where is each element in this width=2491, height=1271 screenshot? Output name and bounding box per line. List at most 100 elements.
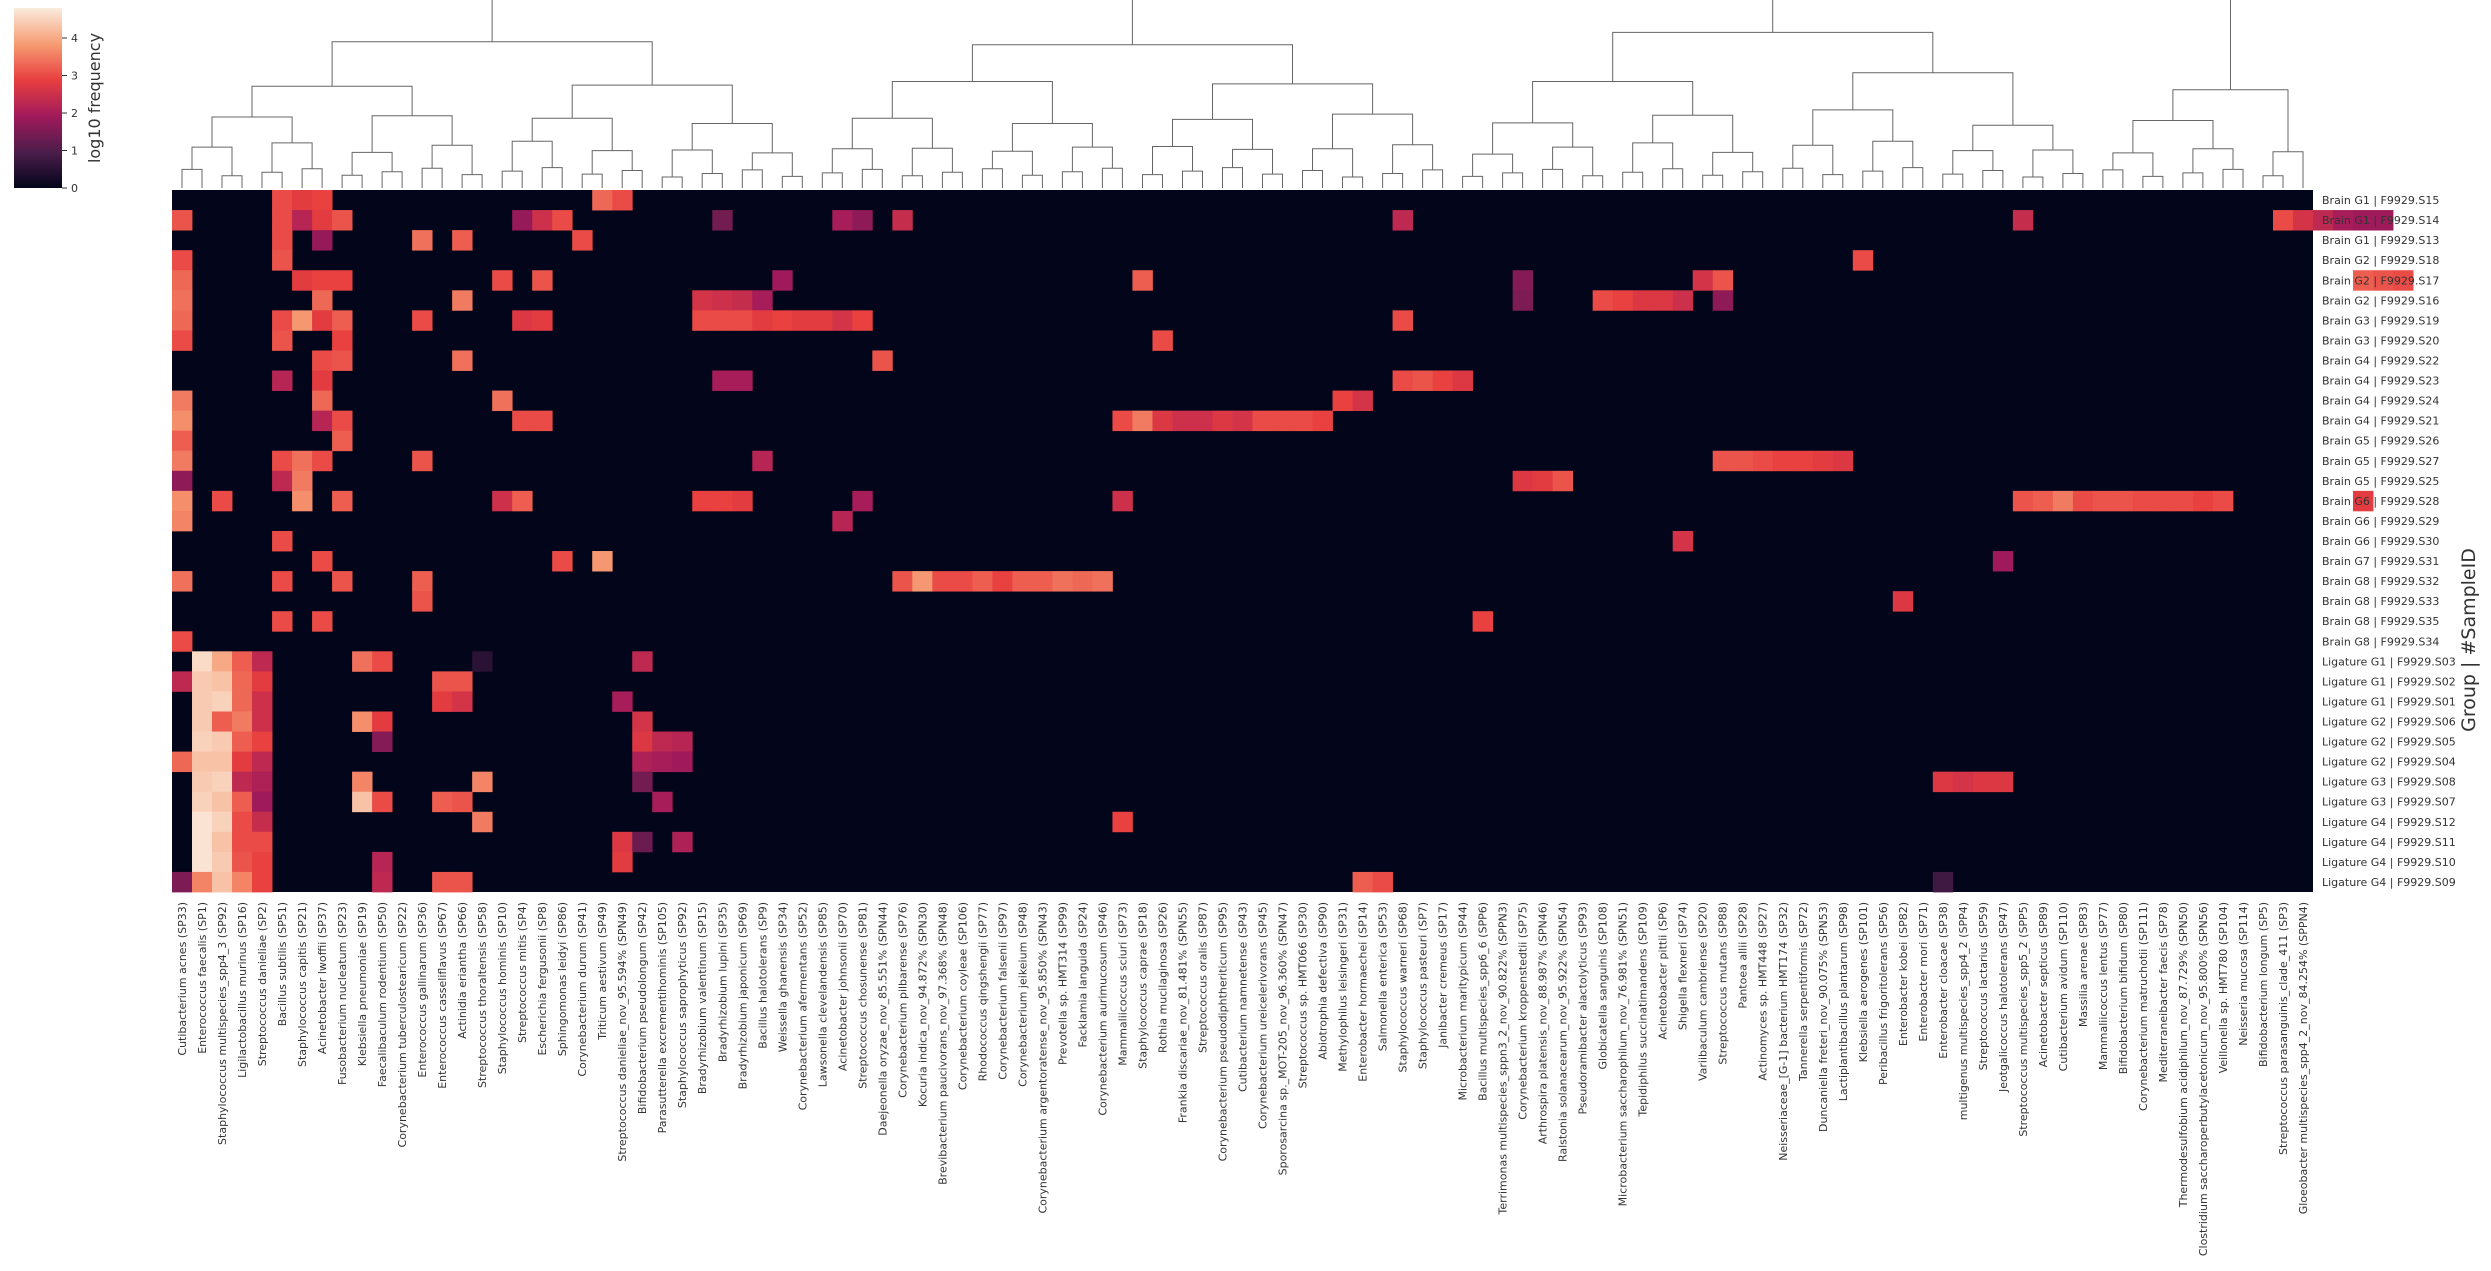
heatmap-cell	[492, 390, 513, 412]
dendrogram-link	[421, 167, 443, 188]
heatmap-cell	[672, 751, 693, 773]
column-label: Bifidobacterium pseudolongum (SP42)	[636, 902, 649, 1114]
heatmap-cell	[272, 250, 293, 271]
dendrogram-link	[1061, 171, 1083, 188]
column-label: Tannerella serpentiformis (SP72)	[1797, 902, 1810, 1082]
heatmap-cell	[732, 490, 753, 512]
column-label: Parasutterella excrementihominis (SP105)	[656, 902, 669, 1133]
heatmap-cell	[272, 230, 293, 251]
heatmap-cell	[292, 470, 313, 492]
heatmap-cell	[172, 430, 193, 452]
dendrogram-link	[2062, 173, 2084, 188]
column-label: Corynebacterium pilbarense (SP76)	[896, 902, 909, 1098]
heatmap-cell	[1112, 811, 1133, 833]
column-label: Variibaculum cambriense (SP20)	[1697, 902, 1710, 1081]
row-label: Brain G3 | F9929.S19	[2322, 314, 2439, 327]
dendrogram-link	[371, 115, 453, 153]
heatmap-cell	[2092, 490, 2114, 512]
row-label: Brain G8 | F9929.S32	[2322, 575, 2439, 588]
heatmap-cell	[592, 551, 613, 572]
heatmap-cell	[692, 490, 713, 512]
heatmap-cell	[1712, 270, 1734, 291]
heatmap-cell	[1472, 611, 1494, 632]
dendrogram-link	[181, 168, 203, 188]
heatmap-cell	[532, 310, 553, 331]
column-label: Acinetobacter lwoffii (SP37)	[316, 902, 329, 1054]
heatmap-cell	[2353, 490, 2374, 512]
heatmap-cell	[852, 490, 873, 512]
heatmap-cell	[172, 270, 193, 291]
heatmap-cell	[212, 671, 233, 692]
heatmap-cell	[712, 370, 733, 391]
row-label: Brain G2 | F9929.S17	[2322, 274, 2439, 287]
heatmap-cell	[652, 731, 673, 752]
column-label: Terrimonas multispecies_sppn3_2_nov_90.8…	[1497, 902, 1510, 1215]
heatmap-cell	[412, 450, 433, 472]
row-label: Ligature G4 | F9929.S12	[2322, 816, 2456, 829]
heatmap-cell	[172, 390, 193, 412]
dendrogram-link	[741, 169, 763, 188]
column-label: Bradyrhizobium valentinum (SP15)	[696, 902, 709, 1094]
column-label: Rothia mucilaginosa (SP26)	[1157, 902, 1170, 1053]
column-label: Prevotella sp. HMT314 (SP99)	[1056, 902, 1069, 1065]
column-label: Ralstonia solanacearum_nov_95.922% (SPN5…	[1557, 902, 1570, 1162]
heatmap-cell	[172, 751, 193, 773]
heatmap-cell	[212, 831, 233, 853]
column-label: Cutibacterium namnetense (SP43)	[1237, 902, 1250, 1092]
dendrogram-link	[2182, 172, 2204, 188]
column-label: Sphingomonas leidyi (SP86)	[556, 902, 569, 1056]
heatmap-cell	[2373, 210, 2394, 231]
colorbar: 0 1 2 3 4 log10 frequency	[14, 8, 104, 195]
column-label: Weissella ghanensis (SP34)	[776, 902, 789, 1052]
heatmap-cell	[232, 791, 253, 813]
column-label: Enterobacter mori (SP71)	[1917, 902, 1930, 1042]
column-label: Streptococcus chosunense (SP81)	[856, 902, 869, 1089]
row-label: Brain G5 | F9929.S25	[2322, 475, 2439, 488]
column-label: Streptococcus thoraltensis (SP58)	[476, 902, 489, 1088]
heatmap-cell	[672, 731, 693, 752]
dendrogram-link	[861, 168, 883, 188]
dendrogram-link	[1021, 174, 1043, 188]
heatmap-cell	[252, 731, 273, 752]
heatmap-cell	[1772, 450, 1794, 472]
dendrogram-link	[891, 81, 1053, 124]
column-label: Bifidobacterium bifidum (SP80)	[2117, 902, 2130, 1074]
dendrogram-link	[1582, 175, 1604, 188]
heatmap-cell	[752, 450, 773, 472]
dendrogram-link	[691, 123, 773, 153]
heatmap-cell	[232, 731, 253, 752]
dendrogram-link	[661, 176, 683, 188]
column-label: Streptococcus sp. HMT066 (SP30)	[1297, 902, 1310, 1088]
dendrogram-link	[1552, 146, 1594, 176]
column-label: Lactiplantibacillus plantarum (SP98)	[1837, 902, 1850, 1101]
heatmap-cell	[2052, 490, 2074, 512]
heatmap-cell	[492, 270, 513, 291]
dendrogram-link	[1542, 168, 1564, 188]
heatmap-cell	[1512, 270, 1534, 291]
heatmap-cell	[632, 731, 653, 752]
y-axis-label: Group | #SampleID	[2458, 548, 2480, 732]
row-label: Ligature G1 | F9929.S02	[2322, 675, 2456, 688]
column-label: Actinomyces sp. HMT448 (SP27)	[1757, 902, 1770, 1081]
heatmap-cell	[2072, 490, 2094, 512]
heatmap-cell	[1112, 410, 1133, 432]
heatmap-cell	[1552, 470, 1574, 492]
heatmap-cell	[312, 210, 333, 231]
heatmap-cell	[732, 370, 753, 391]
dendrogram-link	[1662, 168, 1684, 188]
heatmap-cell	[212, 751, 233, 773]
column-label: Thermodesulfobium acidiphilum_nov_87.729…	[2177, 902, 2190, 1208]
heatmap-cell	[2032, 490, 2054, 512]
row-label: Brain G7 | F9929.S31	[2322, 555, 2439, 568]
heatmap-cell	[992, 571, 1013, 592]
heatmap-cell	[1652, 290, 1674, 311]
heatmap-cell	[1812, 450, 1834, 472]
dendrogram-link	[1502, 172, 1524, 188]
heatmap-cell	[512, 310, 533, 331]
heatmap-cell	[632, 651, 653, 672]
heatmap-cell	[292, 270, 313, 291]
column-label: Mediterraneibacter faecis (SP78)	[2157, 902, 2170, 1083]
heatmap-cell	[172, 871, 193, 893]
column-label: Streptococcus oralis (SP87)	[1197, 902, 1210, 1053]
column-label: Enterobacter kobei (SP82)	[1897, 902, 1910, 1046]
